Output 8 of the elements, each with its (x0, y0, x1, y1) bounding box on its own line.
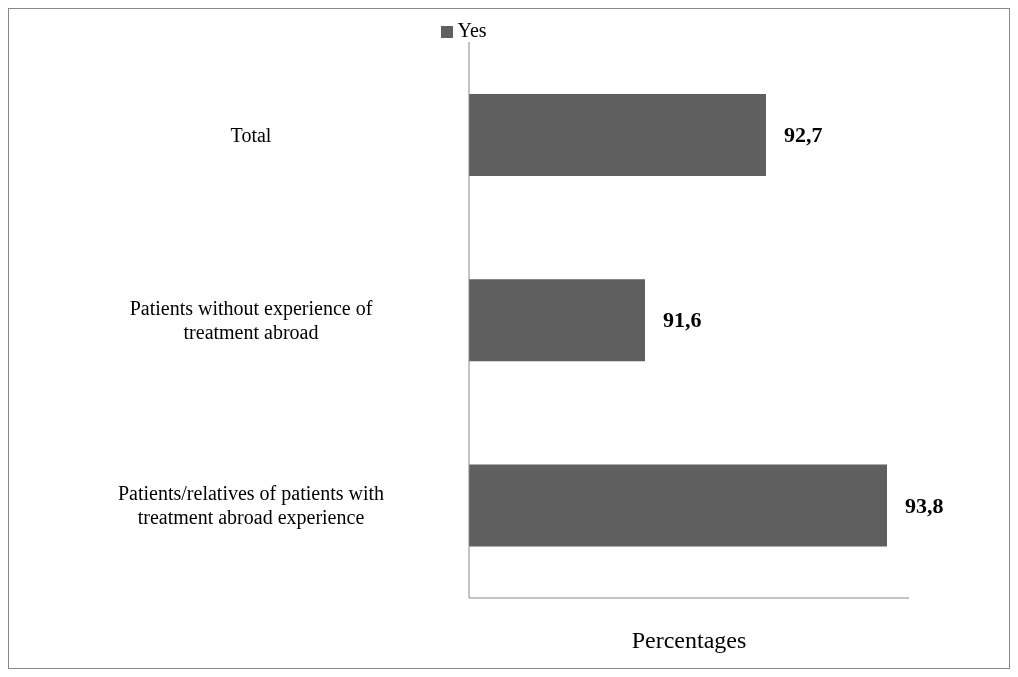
y-tick-label: Patients without experience of treatment abroad (129, 297, 373, 343)
data-label: 92,7 (784, 121, 823, 147)
x-axis-title: Percentages (631, 627, 747, 653)
y-tick-label: Patients/relatives of patients with treatment abroad experience (117, 482, 385, 530)
data-label: 93,8 (905, 492, 944, 518)
data-label: 91,6 (663, 307, 702, 333)
legend-label: Yes (457, 19, 487, 41)
y-tick-label: Total (230, 123, 272, 146)
